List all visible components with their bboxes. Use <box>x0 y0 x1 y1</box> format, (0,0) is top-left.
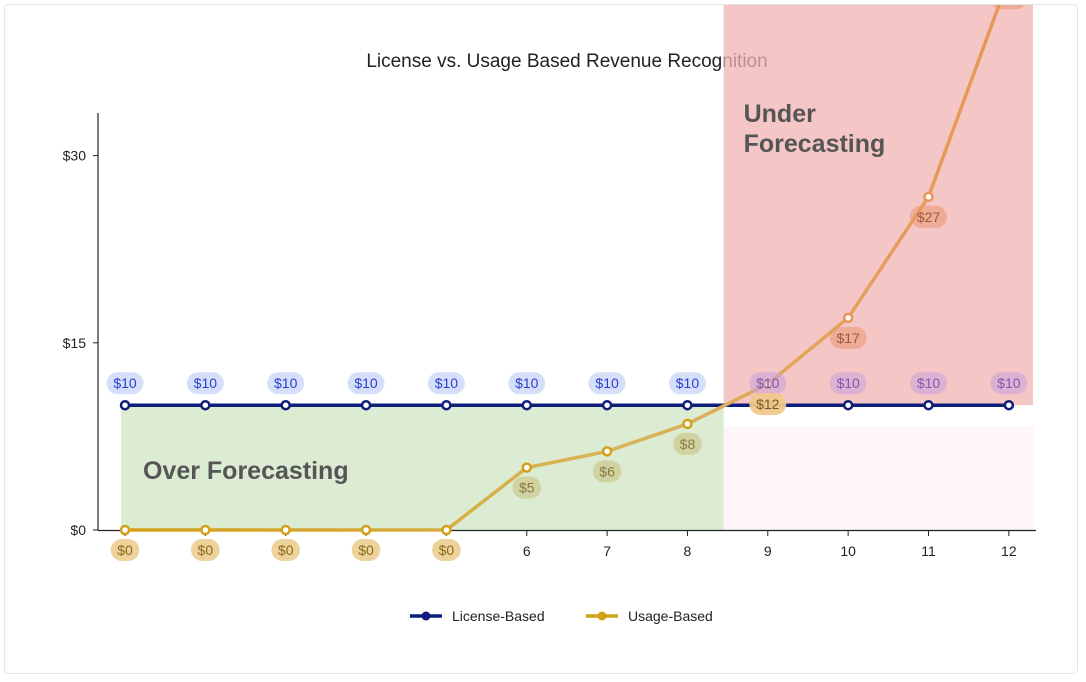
license-based-data-label-pill <box>267 372 305 395</box>
license-based-data-label-pill <box>427 372 465 395</box>
license-based-data-label: $10 <box>274 375 298 391</box>
usage-based-data-label-pill <box>592 460 622 483</box>
license-based-point <box>923 399 934 411</box>
license-based-data-label-pill <box>910 372 947 395</box>
x-tick-label: 6 <box>523 543 531 559</box>
license-based-data-label-pill <box>990 372 1028 395</box>
license-based-point <box>521 399 532 411</box>
license-based-data-label: $10 <box>595 375 619 391</box>
legend-usage-label: Usage-Based <box>628 608 713 624</box>
x-tick-label: 11 <box>921 543 936 559</box>
license-based-point <box>360 399 372 411</box>
x-tick-label: 12 <box>1001 543 1017 559</box>
y-tick-label: $15 <box>63 335 87 351</box>
y-tick-label: $30 <box>63 148 87 164</box>
usage-based-data-label-pill <box>351 539 381 561</box>
chart-title: License vs. Usage Based Revenue Recognit… <box>366 51 767 72</box>
legend-license-swatch-marker <box>421 611 431 621</box>
license-based-data-label-pill <box>588 372 626 395</box>
usage-based-point <box>200 524 211 536</box>
usage-based-point <box>360 524 372 536</box>
license-based-data-label: $10 <box>917 375 941 391</box>
usage-based-data-label: $12 <box>756 396 780 412</box>
license-based-data-label: $10 <box>997 375 1021 391</box>
usage-based-line <box>125 0 1003 532</box>
revenue-line-chart: License vs. Usage Based Revenue Recognit… <box>63 0 1036 624</box>
usage-based-data-label: $0 <box>278 542 294 558</box>
x-tick-label: 7 <box>603 543 611 559</box>
license-based-data-label: $10 <box>676 375 700 391</box>
usage-based-data-label: $0 <box>198 542 214 558</box>
data-labels: $10 $10 $10 $10 $10 $10 $10 $10 $10 $10 $10 $10 $0 $0… <box>106 0 1028 561</box>
usage-based-data-label: $0 <box>439 542 455 558</box>
license-based-point <box>200 399 211 411</box>
over-forecasting-region <box>120 405 724 530</box>
license-based-point <box>842 399 854 411</box>
license-based-data-label: $10 <box>354 375 378 391</box>
license-based-point <box>441 399 452 411</box>
usage-based-data-label-pill <box>271 539 300 561</box>
license-based-point <box>280 399 291 411</box>
legend-usage-swatch-marker <box>597 611 607 621</box>
y-tick-label: $0 <box>70 522 86 538</box>
x-tick-label: 10 <box>840 543 856 559</box>
license-based-point <box>1003 399 1015 411</box>
license-based-point <box>682 399 693 411</box>
license-based-data-label-pill <box>347 372 385 395</box>
usage-based-data-label: $27 <box>917 209 941 225</box>
usage-based-point <box>521 462 532 473</box>
usage-based-data-label-pill <box>829 326 867 349</box>
under-forecasting-label-line1: Under <box>744 100 817 128</box>
x-tick-label: 9 <box>764 543 772 559</box>
usage-based-data-label-pill <box>749 392 787 415</box>
license-based-data-label: $10 <box>836 375 860 391</box>
license-based-data-label: $10 <box>756 375 780 391</box>
usage-based-data-label: $44 <box>997 5 1021 6</box>
usage-based-data-label-pill <box>191 539 220 561</box>
usage-based-point <box>441 524 452 536</box>
license-based-point <box>119 399 131 411</box>
usage-based-data-label-pill <box>910 205 947 228</box>
license-based-data-label-pill <box>829 372 867 395</box>
usage-based-point <box>119 524 131 536</box>
license-based-data-label: $10 <box>194 375 218 391</box>
usage-based-point <box>842 312 854 324</box>
license-based-data-label: $10 <box>113 375 137 391</box>
usage-based-point <box>682 418 693 430</box>
usage-based-data-label: $6 <box>599 463 615 479</box>
license-based-data-label: $10 <box>515 375 539 391</box>
usage-based-data-label: $8 <box>680 436 696 452</box>
usage-based-data-label-pill <box>673 432 702 455</box>
usage-based-point <box>601 446 613 457</box>
usage-based-data-label-pill <box>110 539 140 561</box>
under-forecasting-label-line2: Forecasting <box>744 130 886 158</box>
license-based-point <box>601 399 613 411</box>
license-based-data-label-pill <box>508 372 546 395</box>
usage-based-data-label: $5 <box>519 480 535 496</box>
license-based-data-label-pill <box>669 372 706 395</box>
series-lines <box>125 0 1009 532</box>
chart-card: License vs. Usage Based Revenue Recognit… <box>4 0 1078 674</box>
over-forecasting-label: Over Forecasting <box>143 457 349 485</box>
x-tick-label: 8 <box>684 543 692 559</box>
usage-based-data-label: $17 <box>836 330 860 346</box>
under-forecasting-fade <box>723 426 1033 530</box>
usage-based-point <box>280 524 291 536</box>
license-based-data-label-pill <box>106 372 144 395</box>
license-based-data-label-pill <box>749 372 787 395</box>
usage-based-data-label: $0 <box>117 542 133 558</box>
usage-based-data-label-pill <box>512 476 542 499</box>
license-based-data-label-pill <box>186 372 224 395</box>
usage-based-data-label-pill <box>432 539 461 561</box>
chart-legend: License-Based Usage-Based <box>410 608 713 624</box>
usage-based-point <box>923 191 934 203</box>
legend-license-label: License-Based <box>452 608 545 624</box>
license-based-data-label: $10 <box>435 375 459 391</box>
usage-based-data-label: $0 <box>358 542 374 558</box>
under-forecasting-region <box>723 0 1033 406</box>
